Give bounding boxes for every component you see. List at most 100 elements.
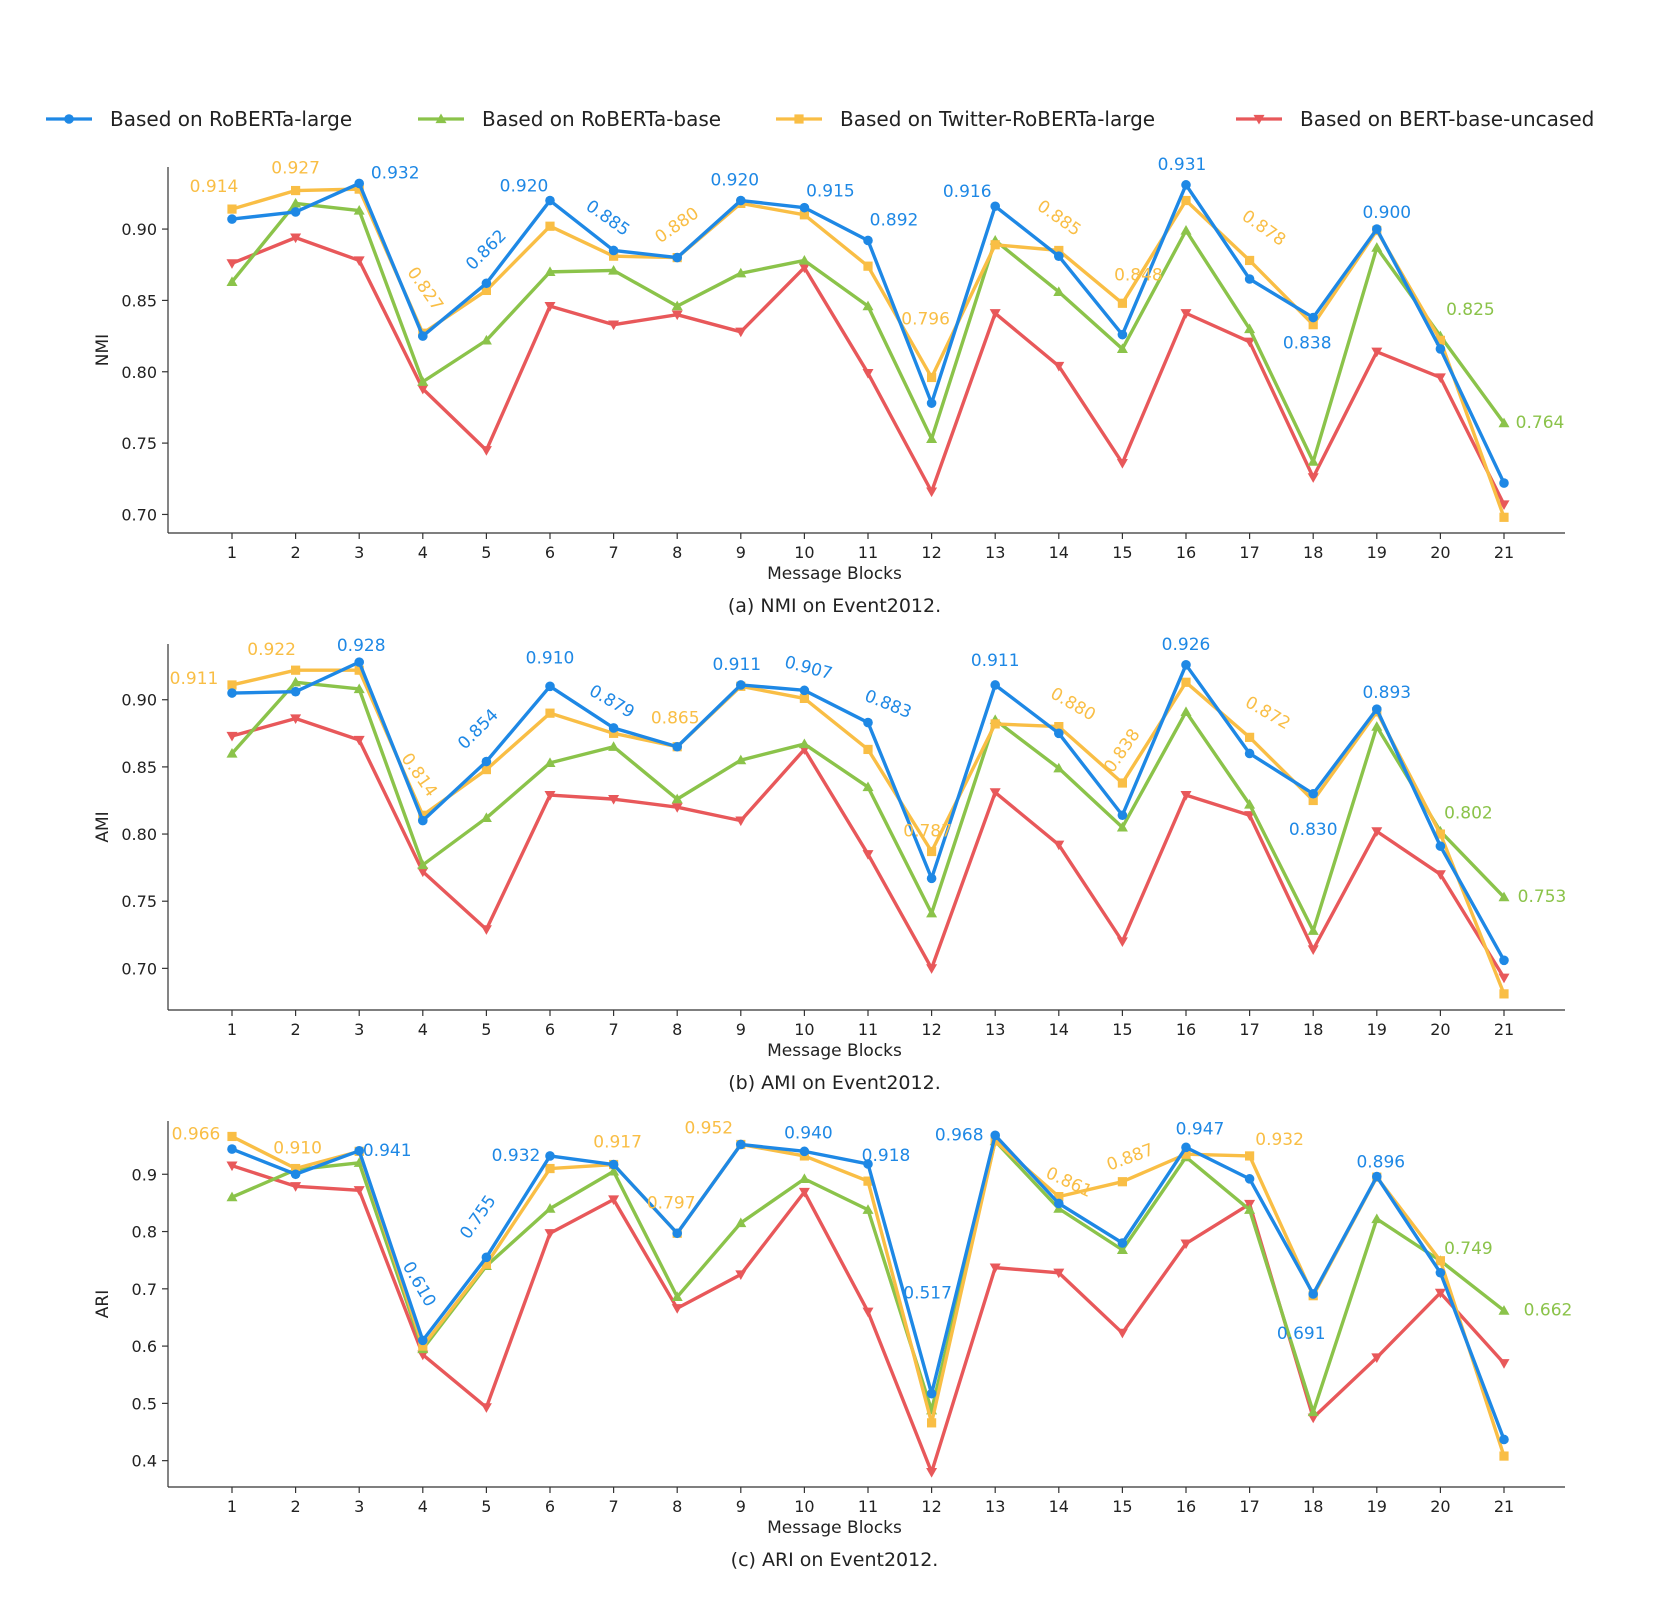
data-point	[1244, 748, 1255, 759]
series	[226, 676, 1510, 935]
x-tick-label: 3	[354, 1020, 364, 1039]
x-axis-label: Message Blocks	[767, 1041, 902, 1061]
data-point	[1498, 973, 1510, 984]
x-tick-label: 13	[985, 1497, 1005, 1516]
x-tick-label: 4	[418, 543, 428, 562]
data-label: 0.662	[1524, 1301, 1573, 1321]
data-label: 0.907	[782, 652, 834, 684]
data-point	[290, 1169, 301, 1180]
data-point	[608, 1195, 620, 1205]
data-point	[671, 310, 683, 321]
x-tick-label: 15	[1112, 1020, 1132, 1039]
data-point	[353, 256, 365, 266]
data-label: 0.932	[492, 1146, 541, 1166]
data-point	[1181, 180, 1191, 190]
data-point	[1372, 704, 1382, 714]
data-point	[1435, 829, 1445, 839]
x-tick-label: 9	[736, 1020, 746, 1039]
x-axis-label: Message Blocks	[767, 564, 902, 584]
series	[227, 1130, 1509, 1445]
y-tick-label: 0.75	[121, 892, 157, 911]
data-point	[1181, 195, 1191, 206]
data-label: 0.517	[903, 1284, 952, 1304]
data-point	[1117, 810, 1128, 821]
data-point	[353, 1186, 365, 1196]
x-tick-label: 1	[227, 543, 237, 562]
data-point	[990, 680, 1000, 690]
chart-panel: 0.700.750.800.850.901 2 3 4 5 6 7 8 9 10 11 12 13 14 1…	[93, 635, 1566, 1094]
x-tick-label: 1	[227, 1020, 237, 1039]
x-tick-label: 16	[1176, 1497, 1196, 1516]
data-label: 0.893	[1362, 683, 1411, 703]
data-point	[671, 1304, 683, 1314]
data-point	[990, 240, 1000, 250]
data-point	[227, 680, 237, 690]
data-point	[863, 1159, 873, 1169]
data-point	[735, 1217, 747, 1228]
data-point	[481, 764, 491, 775]
data-label: 0.883	[862, 686, 915, 723]
data-point	[735, 327, 747, 338]
data-point	[798, 254, 810, 265]
data-point	[1245, 732, 1255, 742]
y-tick-label: 0.8	[132, 1223, 157, 1242]
data-point	[1054, 251, 1064, 261]
data-label: 0.952	[684, 1118, 733, 1138]
data-point	[927, 372, 937, 383]
data-point	[544, 1229, 556, 1239]
data-label: 0.918	[862, 1146, 911, 1166]
data-point	[1307, 925, 1319, 935]
series	[226, 233, 1510, 510]
data-point	[798, 1187, 810, 1198]
data-point	[1181, 1149, 1191, 1159]
data-label: 0.787	[903, 822, 952, 842]
legend-entry: Based on Twitter-RoBERTa-large	[776, 107, 1155, 131]
y-tick-label: 0.4	[132, 1452, 157, 1471]
data-point	[1180, 706, 1192, 716]
y-tick-label: 0.80	[121, 825, 157, 844]
data-point	[798, 263, 810, 274]
data-label: 0.900	[1362, 203, 1411, 223]
x-tick-label: 7	[609, 543, 619, 562]
x-tick-label: 15	[1112, 543, 1132, 562]
data-point	[735, 1270, 747, 1281]
data-label: 0.880	[1047, 684, 1099, 726]
legend-marker	[1253, 114, 1265, 125]
data-point	[1244, 274, 1255, 284]
data-point	[989, 309, 1001, 319]
y-tick-label: 0.85	[121, 758, 157, 777]
data-point	[226, 747, 238, 758]
data-point	[1499, 478, 1509, 488]
data-point	[798, 738, 810, 749]
data-label: 0.910	[526, 648, 575, 668]
data-point	[1053, 286, 1065, 296]
x-tick-label: 5	[481, 543, 491, 562]
data-point	[1245, 255, 1255, 266]
data-point	[226, 1191, 238, 1202]
x-tick-label: 18	[1303, 543, 1323, 562]
data-point	[290, 197, 302, 208]
data-point	[862, 300, 874, 311]
data-point	[736, 1139, 746, 1150]
data-point	[227, 214, 237, 224]
data-label: 0.838	[1283, 334, 1332, 354]
data-point	[290, 207, 301, 217]
data-label: 0.797	[647, 1193, 696, 1213]
data-point	[736, 680, 746, 690]
data-point	[1372, 1171, 1382, 1182]
data-point	[291, 665, 301, 675]
data-point	[926, 1388, 937, 1399]
x-tick-label: 21	[1494, 1020, 1514, 1039]
x-tick-label: 12	[921, 1020, 941, 1039]
data-label: 0.854	[454, 705, 503, 754]
data-point	[354, 178, 365, 189]
data-point	[1180, 790, 1192, 801]
data-point	[354, 1145, 365, 1156]
data-point	[1054, 728, 1064, 739]
data-point	[1371, 242, 1383, 252]
data-point	[1371, 827, 1383, 837]
data-point	[1498, 1305, 1510, 1315]
x-tick-label: 16	[1176, 543, 1196, 562]
x-tick-label: 1	[227, 1497, 237, 1516]
data-point	[862, 369, 874, 379]
